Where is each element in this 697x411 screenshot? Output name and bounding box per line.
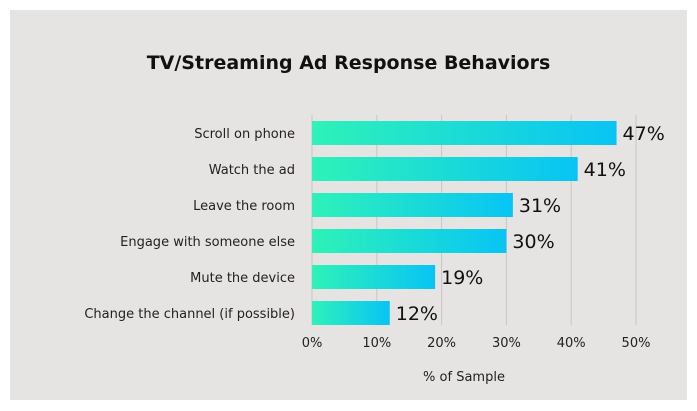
value-label: 31% <box>519 195 561 217</box>
chart-title: TV/Streaming Ad Response Behaviors <box>146 52 551 74</box>
category-label: Mute the device <box>190 271 295 286</box>
bar <box>312 121 617 145</box>
x-axis-label: % of Sample <box>423 370 505 385</box>
category-label: Leave the room <box>193 199 295 214</box>
x-tick-label: 10% <box>362 336 391 351</box>
value-label: 19% <box>441 267 483 289</box>
grid-lines <box>311 115 637 325</box>
x-tick-label: 30% <box>492 336 521 351</box>
category-label: Watch the ad <box>209 163 295 178</box>
x-tick-label: 20% <box>427 336 456 351</box>
category-label: Change the channel (if possible) <box>84 307 295 322</box>
chart-card: TV/Streaming Ad Response Behaviors 0% 10%… <box>10 10 687 400</box>
value-label: 47% <box>623 123 665 145</box>
bar <box>312 157 578 181</box>
bar <box>312 193 513 217</box>
bar <box>312 265 436 289</box>
value-label: 30% <box>512 231 554 253</box>
value-label: 12% <box>396 303 438 325</box>
category-label: Scroll on phone <box>194 127 295 142</box>
x-tick-label: 0% <box>302 336 323 351</box>
labels: 0% 10% 20% 30% 40% 50% Scroll on phone 47% Watch… <box>84 123 664 351</box>
category-label: Engage with someone else <box>120 235 295 250</box>
bar <box>312 229 507 253</box>
value-label: 41% <box>584 159 626 181</box>
bars <box>312 121 617 325</box>
bar <box>312 301 390 325</box>
x-tick-label: 50% <box>622 336 651 351</box>
x-tick-label: 40% <box>557 336 586 351</box>
bar-chart: 0% 10% 20% 30% 40% 50% Scroll on phone 47% Watch… <box>84 115 665 385</box>
